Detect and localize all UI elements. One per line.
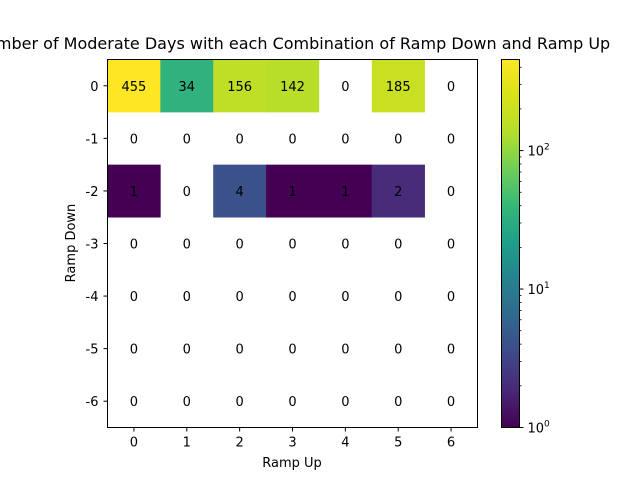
cell-value-label: 0 <box>183 395 191 410</box>
cell-value-label: 0 <box>235 238 243 253</box>
cell-value-label: 0 <box>394 132 402 147</box>
cell-value-label: 0 <box>183 132 191 147</box>
heatmap-cell <box>213 164 267 218</box>
heatmap-cell <box>107 59 161 113</box>
heatmap-cell <box>160 59 214 113</box>
y-tick-label: -3 <box>86 238 99 253</box>
x-axis-label: Ramp Up <box>262 456 322 471</box>
cell-value-label: 0 <box>447 185 455 200</box>
chart-title: Number of Moderate Days with each Combin… <box>0 34 610 53</box>
y-tick-label: -6 <box>86 395 99 410</box>
cell-value-label: 0 <box>288 290 296 305</box>
cell-value-label: 0 <box>235 395 243 410</box>
x-tick-label: 6 <box>447 436 455 451</box>
heatmap-cell <box>371 59 425 113</box>
cell-value-label: 0 <box>447 80 455 95</box>
colorbar-frame <box>501 59 520 428</box>
x-tick-label: 0 <box>130 436 138 451</box>
heatmap-cell-labels: 455 34 156 142 0 185 0 0 0 0 0 0 0 0 1 0 4 1 1 2 0 0 0 0 0 0 0 0 0 0 0… <box>122 80 456 410</box>
heatmap-cell <box>266 59 320 113</box>
cell-value-label: 0 <box>341 80 349 95</box>
cell-value-label: 0 <box>288 238 296 253</box>
cell-value-label: 0 <box>130 395 138 410</box>
x-tick-label: 4 <box>341 436 349 451</box>
cell-value-label: 0 <box>341 343 349 358</box>
cell-value-label: 0 <box>447 290 455 305</box>
cell-value-label: 0 <box>341 132 349 147</box>
cell-value-label: 1 <box>288 185 296 200</box>
cell-value-label: 0 <box>288 343 296 358</box>
cell-value-label: 0 <box>130 238 138 253</box>
cell-value-label: 0 <box>183 290 191 305</box>
cell-value-label: 156 <box>227 80 252 95</box>
cell-value-label: 0 <box>447 238 455 253</box>
cell-value-label: 0 <box>183 238 191 253</box>
cell-value-label: 0 <box>183 185 191 200</box>
y-tick-label: -2 <box>86 185 99 200</box>
cell-value-label: 0 <box>130 132 138 147</box>
cell-value-label: 0 <box>130 343 138 358</box>
cell-value-label: 0 <box>394 395 402 410</box>
colorbar-tick-label: 102 <box>528 143 550 160</box>
y-tick-label: -4 <box>86 290 99 305</box>
cell-value-label: 2 <box>394 185 402 200</box>
cell-value-label: 0 <box>447 132 455 147</box>
cell-value-label: 0 <box>235 290 243 305</box>
y-axis-ticks: 0 -1 -2 -3 -4 -5 -6 <box>86 80 108 410</box>
cell-value-label: 4 <box>235 185 243 200</box>
cell-value-label: 0 <box>341 290 349 305</box>
cell-value-label: 0 <box>341 238 349 253</box>
y-tick-label: -1 <box>86 132 99 147</box>
y-tick-label: -5 <box>86 343 99 358</box>
cell-value-label: 0 <box>183 343 191 358</box>
heatmap-cell <box>266 164 320 218</box>
colorbar-tick-label: 100 <box>528 420 551 437</box>
cell-value-label: 455 <box>122 80 147 95</box>
cell-value-label: 0 <box>130 290 138 305</box>
heatmap-cell <box>318 164 373 218</box>
cell-value-label: 0 <box>394 343 402 358</box>
x-tick-label: 5 <box>394 436 402 451</box>
cell-value-label: 0 <box>447 395 455 410</box>
heatmap-cell <box>371 164 425 218</box>
colorbar-tick-label: 101 <box>528 281 550 298</box>
x-axis-ticks: 0 1 2 3 4 5 6 <box>130 427 455 451</box>
cell-value-label: 0 <box>447 343 455 358</box>
cell-value-label: 185 <box>386 80 411 95</box>
cell-value-label: 142 <box>280 80 305 95</box>
colorbar-gradient <box>501 59 519 427</box>
x-tick-label: 3 <box>288 436 296 451</box>
cell-value-label: 0 <box>235 132 243 147</box>
cell-value-label: 1 <box>341 185 349 200</box>
y-tick-label: 0 <box>90 80 98 95</box>
heatmap-cell <box>107 164 161 218</box>
x-tick-label: 2 <box>236 436 244 451</box>
x-tick-label: 1 <box>183 436 191 451</box>
heatmap-cells <box>107 59 425 218</box>
y-axis-label: Ramp Down <box>64 204 79 283</box>
cell-value-label: 0 <box>288 395 296 410</box>
cell-value-label: 0 <box>288 132 296 147</box>
cell-value-label: 34 <box>179 80 196 95</box>
cell-value-label: 0 <box>394 290 402 305</box>
colorbar-ticks: 100 101 102 <box>519 66 551 437</box>
cell-value-label: 0 <box>394 238 402 253</box>
cell-value-label: 0 <box>341 395 349 410</box>
colorbar: 100 101 102 <box>501 59 550 437</box>
cell-value-label: 0 <box>235 343 243 358</box>
cell-value-label: 1 <box>130 185 138 200</box>
heatmap-cell <box>213 59 267 113</box>
